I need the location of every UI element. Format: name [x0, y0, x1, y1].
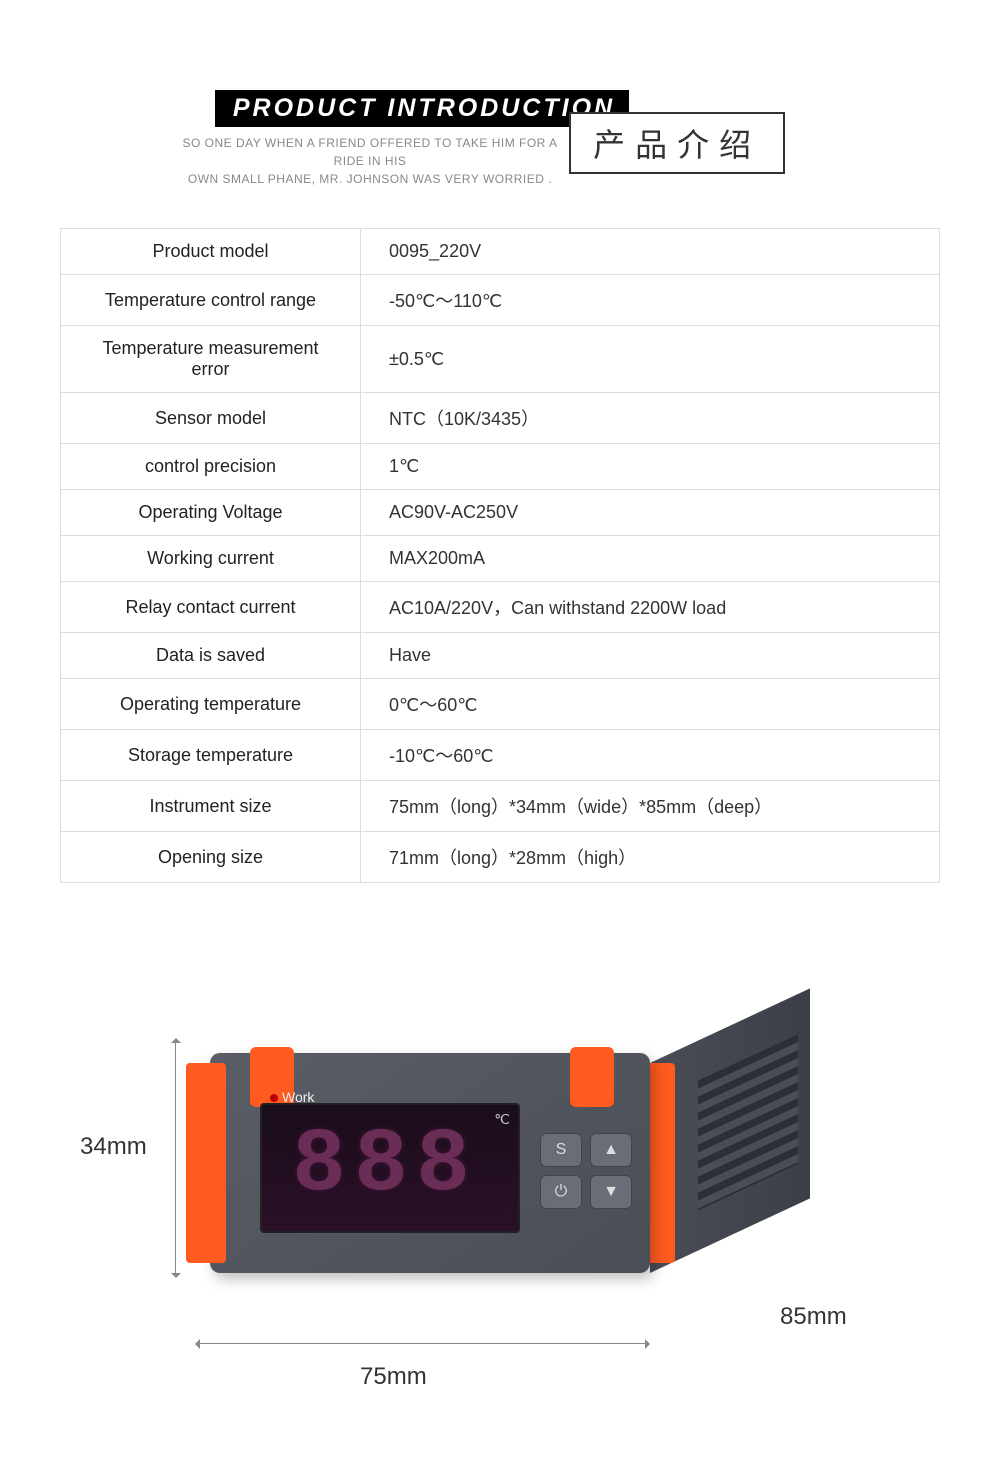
spec-label: Storage temperature [61, 730, 361, 781]
spec-label: Temperature measurement error [61, 326, 361, 393]
table-row: Operating VoltageAC90V-AC250V [61, 490, 940, 536]
spec-label: Product model [61, 229, 361, 275]
table-row: Relay contact currentAC10A/220V，Can with… [61, 582, 940, 633]
spec-value: -50℃～110℃ [361, 275, 940, 326]
table-row: Data is savedHave [61, 633, 940, 679]
spec-value: Have [361, 633, 940, 679]
spec-label: Opening size [61, 832, 361, 883]
spec-label: Working current [61, 536, 361, 582]
mounting-tab-right [570, 1047, 614, 1107]
table-row: Opening size71mm（long）*28mm（high） [61, 832, 940, 883]
spec-value: 75mm（long）*34mm（wide）*85mm（deep） [361, 781, 940, 832]
set-button[interactable]: S [540, 1133, 582, 1167]
mounting-clip-left [186, 1063, 226, 1263]
spec-value: AC90V-AC250V [361, 490, 940, 536]
table-row: Operating temperature0℃～60℃ [61, 679, 940, 730]
header-section: PRODUCT INTRODUCTION 产品介绍 SO ONE DAY WHE… [0, 0, 1000, 188]
dimension-diagram: 34mm 75mm 85mm Work Set ℃ 888 S ▲ ⏻ ▼ [60, 963, 940, 1463]
table-row: Storage temperature-10℃～60℃ [61, 730, 940, 781]
table-row: Product model0095_220V [61, 229, 940, 275]
spec-label: control precision [61, 444, 361, 490]
spec-label: Relay contact current [61, 582, 361, 633]
spec-value: MAX200mA [361, 536, 940, 582]
button-cluster: S ▲ ⏻ ▼ [540, 1133, 632, 1209]
spec-value: 0095_220V [361, 229, 940, 275]
spec-label: Operating temperature [61, 679, 361, 730]
lcd-screen: ℃ 888 [260, 1103, 520, 1233]
spec-label: Temperature control range [61, 275, 361, 326]
subtitle-line-2: OWN SMALL PHANE, MR. JOHNSON WAS VERY WO… [188, 172, 552, 186]
spec-label: Sensor model [61, 393, 361, 444]
dimension-height-label: 34mm [80, 1133, 147, 1161]
specifications-table: Product model0095_220VTemperature contro… [60, 228, 940, 883]
power-button[interactable]: ⏻ [540, 1175, 582, 1209]
title-chinese: 产品介绍 [569, 112, 785, 174]
spec-value: -10℃～60℃ [361, 730, 940, 781]
title-english: PRODUCT INTRODUCTION [215, 90, 629, 127]
spec-value: AC10A/220V，Can withstand 2200W load [361, 582, 940, 633]
table-row: Sensor modelNTC（10K/3435） [61, 393, 940, 444]
title-row: PRODUCT INTRODUCTION 产品介绍 [0, 90, 1000, 174]
spec-value: 0℃～60℃ [361, 679, 940, 730]
table-row: Instrument size75mm（long）*34mm（wide）*85m… [61, 781, 940, 832]
spec-value: ±0.5℃ [361, 326, 940, 393]
work-led-icon [270, 1094, 278, 1102]
spec-label: Operating Voltage [61, 490, 361, 536]
vent-grille [698, 1034, 798, 1211]
dimension-width-label: 75mm [360, 1363, 427, 1391]
table-row: Temperature measurement error±0.5℃ [61, 326, 940, 393]
dimension-line-height [175, 1043, 176, 1273]
spec-label: Instrument size [61, 781, 361, 832]
device-front-panel: Work Set ℃ 888 S ▲ ⏻ ▼ [210, 1053, 650, 1273]
dimension-line-width [200, 1343, 645, 1344]
spec-value: 1℃ [361, 444, 940, 490]
display-digits: 888 [292, 1115, 478, 1217]
spec-value: 71mm（long）*28mm（high） [361, 832, 940, 883]
table-row: Working currentMAX200mA [61, 536, 940, 582]
down-button[interactable]: ▼ [590, 1175, 632, 1209]
table-row: Temperature control range-50℃～110℃ [61, 275, 940, 326]
spec-label: Data is saved [61, 633, 361, 679]
up-button[interactable]: ▲ [590, 1133, 632, 1167]
spec-value: NTC（10K/3435） [361, 393, 940, 444]
temperature-unit: ℃ [494, 1111, 510, 1128]
table-row: control precision1℃ [61, 444, 940, 490]
dimension-depth-label: 85mm [780, 1303, 847, 1331]
device-illustration: Work Set ℃ 888 S ▲ ⏻ ▼ [200, 1033, 660, 1283]
